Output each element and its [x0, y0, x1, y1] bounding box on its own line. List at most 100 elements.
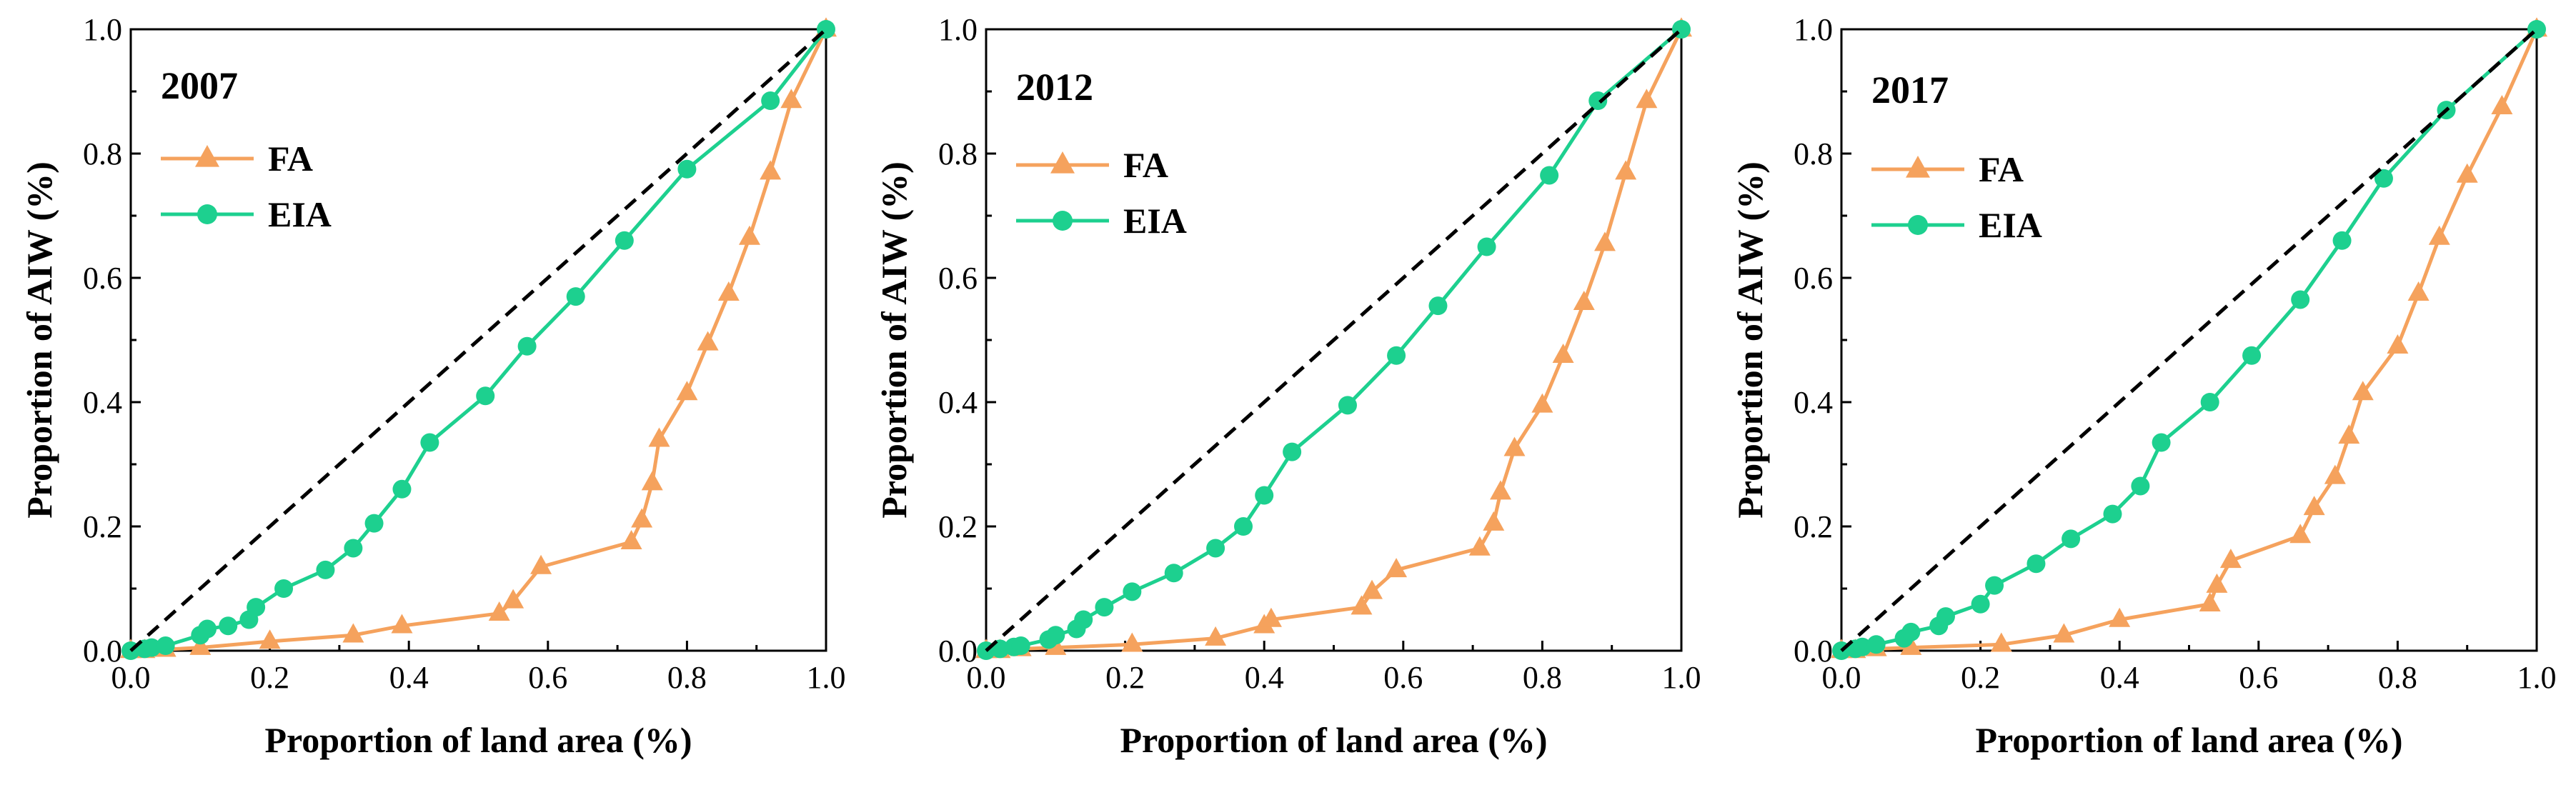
eia-data-point: [1255, 486, 1274, 505]
x-axis-title: Proportion of land area (%): [1120, 720, 1547, 760]
panel-2012: 0.0 0.2 0.4 0.6 0.8 1.0 0.0 0.2 0.4 0.6 0.8 1.0 Prop…: [874, 12, 1701, 760]
eia-data-point: [1588, 91, 1608, 111]
y-tick-label: 0.2: [1794, 509, 1833, 544]
y-tick-label: 0.2: [83, 509, 122, 544]
fa-data-point: [1593, 231, 1616, 251]
x-tick-label: 0.4: [389, 660, 429, 695]
y-tick-label: 0.6: [938, 261, 978, 296]
fa-data-point: [391, 614, 413, 634]
x-tick-label: 0.2: [1961, 660, 2000, 695]
y-tick-label: 0.8: [83, 136, 122, 171]
eia-series-line: [130, 28, 827, 653]
eia-data-point: [247, 598, 266, 617]
eia-data-point: [1234, 517, 1253, 536]
fa-data-point: [717, 281, 740, 301]
legend-fa-marker: [1906, 156, 1930, 178]
eia-data-point: [1074, 610, 1093, 629]
fa-data-point: [2109, 607, 2131, 627]
eia-data-point: [316, 560, 335, 579]
fa-data-point: [2324, 464, 2346, 484]
year-label: 2007: [161, 64, 238, 107]
fa-data-point: [1121, 632, 1143, 652]
fa-data-point: [1531, 393, 1553, 413]
y-tick-label: 0.4: [83, 385, 122, 420]
legend-fa-label: FA: [1123, 145, 1168, 185]
eia-data-point: [1206, 539, 1225, 558]
fa-data-point: [259, 629, 281, 649]
equality-reference-line: [985, 28, 1683, 652]
y-tick-label: 0.4: [1794, 385, 1833, 420]
fa-data-point: [2407, 281, 2430, 301]
eia-data-point: [476, 386, 495, 406]
eia-data-point: [677, 159, 697, 179]
fa-data-point: [2303, 496, 2325, 516]
eia-data-point: [156, 636, 175, 656]
eia-data-point: [2242, 346, 2262, 365]
x-tick-label: 0.0: [967, 660, 1006, 695]
eia-data-point: [364, 514, 384, 533]
y-tick-label: 0.8: [938, 136, 978, 171]
fa-data-point: [1351, 595, 1373, 615]
eia-data-point: [1046, 626, 1065, 645]
x-tick-label: 0.6: [2239, 660, 2278, 695]
eia-data-point: [1853, 637, 1872, 656]
fa-data-point: [697, 331, 719, 351]
fa-data-point: [2428, 225, 2450, 245]
equality-reference-line: [129, 28, 827, 652]
eia-data-point: [2062, 529, 2081, 549]
fa-data-point: [1552, 344, 1574, 364]
fa-data-point: [631, 508, 653, 528]
y-tick-label: 0.2: [938, 509, 978, 544]
eia-data-point: [1011, 636, 1030, 656]
eia-series-line: [1841, 28, 2538, 653]
panel-2007: 0.0 0.2 0.4 0.6 0.8 1.0 0.0 0.2 0.4 0.6 0.8 1.0 Prop…: [19, 12, 846, 760]
fa-data-point: [2199, 592, 2221, 612]
eia-data-point: [2152, 433, 2171, 452]
eia-data-point: [566, 287, 585, 306]
panel-2017: 0.0 0.2 0.4 0.6 0.8 1.0 0.0 0.2 0.4 0.6 0.8 1.0 Prop…: [1730, 12, 2557, 760]
eia-data-point: [1971, 594, 1990, 614]
x-tick-label: 0.6: [1383, 660, 1423, 695]
fa-data-point: [2352, 381, 2374, 401]
y-axis-title: Proportion of AIW (%): [19, 161, 59, 519]
eia-data-point: [1866, 635, 1886, 654]
fa-data-point: [1503, 436, 1526, 456]
eia-data-point: [420, 433, 439, 452]
legend-fa-marker: [1050, 151, 1075, 174]
eia-data-point: [1387, 346, 1406, 365]
fa-data-point: [1386, 558, 1408, 578]
legend-eia-marker: [197, 204, 217, 224]
x-tick-label: 0.6: [528, 660, 567, 695]
fa-data-point: [2053, 623, 2075, 643]
eia-data-point: [344, 539, 363, 558]
fa-data-point: [1483, 511, 1505, 531]
fa-data-point: [1636, 89, 1658, 109]
eia-data-point: [2374, 169, 2393, 188]
x-tick-label: 0.8: [1523, 660, 1562, 695]
fa-data-point: [1573, 291, 1595, 311]
fa-data-point: [1490, 480, 1512, 500]
x-tick-label: 1.0: [1662, 660, 1701, 695]
eia-data-point: [274, 579, 294, 598]
fa-data-point: [676, 381, 698, 401]
fa-data-point: [2338, 424, 2360, 444]
fa-series-line: [986, 28, 1684, 653]
fa-data-point: [2206, 573, 2228, 593]
eia-data-point: [1095, 598, 1114, 617]
eia-data-point: [392, 479, 412, 499]
eia-data-point: [2332, 231, 2352, 250]
legend-eia-marker: [1908, 215, 1928, 235]
fa-data-point: [760, 160, 782, 180]
eia-data-point: [1164, 564, 1183, 583]
x-axis-title: Proportion of land area (%): [264, 720, 692, 760]
legend-eia-marker: [1053, 211, 1073, 231]
fa-data-point: [620, 530, 642, 550]
x-tick-label: 0.2: [1105, 660, 1145, 695]
x-tick-label: 1.0: [807, 660, 846, 695]
fa-data-point: [530, 554, 552, 574]
fa-data-point: [502, 589, 524, 609]
legend-eia-label: EIA: [1123, 201, 1187, 241]
eia-data-point: [517, 336, 537, 356]
fa-data-point: [1260, 607, 1282, 627]
eia-data-point: [219, 616, 238, 636]
